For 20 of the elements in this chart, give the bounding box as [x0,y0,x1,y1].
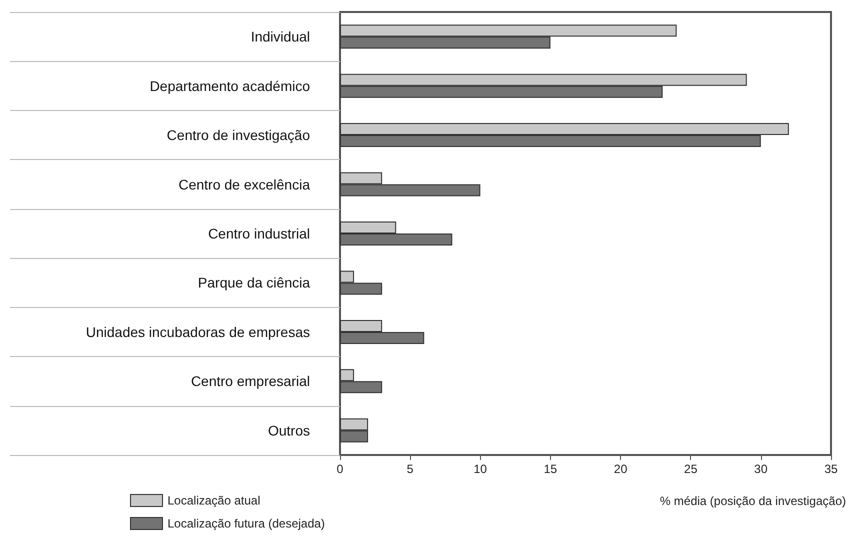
x-tick-label: 20 [614,462,628,476]
x-tick-label: 5 [406,462,414,476]
y-tick-label: Outros [268,422,310,438]
x-tick-label: 15 [544,462,558,476]
y-tick-label: Parque da ciência [198,274,310,291]
y-tick-label: Centro empresarial [190,373,310,390]
y-tick-label: Departamento académico [150,78,310,94]
x-tick-label: 25 [684,462,698,476]
y-tick-label: Centro de investigação [166,127,310,144]
x-tick-label: 35 [824,462,838,476]
x-axis-title: % média (posição da investigação) [660,494,846,508]
legend-label: Localização futura (desejada) [168,516,325,530]
y-tick-label: Individual [250,28,310,45]
x-tick-label: 0 [336,462,344,476]
x-tick-label: 30 [754,462,768,476]
y-tick-label: Unidades incubadoras de empresas [86,324,310,340]
y-tick-label: Centro industrial [208,226,310,242]
y-tick-label: Centro de excelência [178,176,310,192]
x-tick-label: 10 [474,462,488,476]
legend-label: Localização atual [168,494,260,508]
